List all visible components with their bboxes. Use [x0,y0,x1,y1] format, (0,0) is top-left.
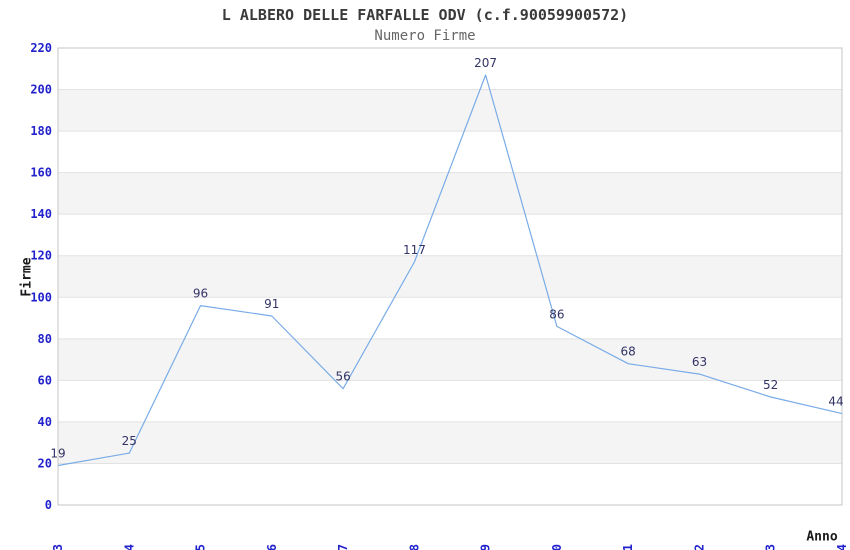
svg-text:86: 86 [549,307,564,321]
svg-text:19: 19 [50,447,65,461]
svg-text:120: 120 [30,249,52,263]
svg-text:2016: 2016 [265,544,279,550]
svg-text:2022: 2022 [693,544,707,550]
svg-text:140: 140 [30,207,52,221]
plot-border [57,47,843,506]
svg-text:40: 40 [38,415,52,429]
background-bands [58,89,842,464]
svg-text:52: 52 [763,378,778,392]
svg-text:60: 60 [38,373,52,387]
svg-text:2020: 2020 [550,544,564,550]
svg-text:96: 96 [193,287,208,301]
svg-text:2018: 2018 [407,544,421,550]
svg-text:160: 160 [30,166,52,180]
svg-text:25: 25 [122,434,137,448]
chart-subtitle: Numero Firme [374,28,476,44]
svg-text:2013: 2013 [51,544,65,550]
svg-text:117: 117 [403,243,426,257]
svg-text:207: 207 [474,56,497,70]
svg-text:2023: 2023 [764,544,778,550]
svg-text:220: 220 [30,41,52,55]
svg-text:91: 91 [264,297,279,311]
svg-text:2024: 2024 [835,544,849,550]
svg-text:68: 68 [621,345,636,359]
y-axis-title: Firme [19,257,35,297]
svg-text:180: 180 [30,124,52,138]
svg-text:200: 200 [30,83,52,97]
svg-text:56: 56 [335,370,350,384]
svg-text:44: 44 [828,395,843,409]
svg-text:2015: 2015 [194,544,208,550]
svg-text:80: 80 [38,332,52,346]
svg-text:63: 63 [692,355,707,369]
svg-text:100: 100 [30,290,52,304]
svg-text:2019: 2019 [479,544,493,550]
gridlines [58,89,842,464]
data-series-line [57,74,843,467]
svg-text:20: 20 [38,457,52,471]
svg-text:0: 0 [45,498,52,512]
x-axis-title: Anno [806,529,838,545]
svg-text:2017: 2017 [336,544,350,550]
data-point-labels: 19 25 96 91 56 117 207 86 68 63 52 44 [50,56,843,461]
y-axis-tick-labels: 0 20 40 60 80 100 120 140 160 180 200 220 [30,41,52,512]
svg-text:2021: 2021 [621,544,635,550]
chart-title: L ALBERO DELLE FARFALLE ODV (c.f.9005990… [221,6,629,24]
